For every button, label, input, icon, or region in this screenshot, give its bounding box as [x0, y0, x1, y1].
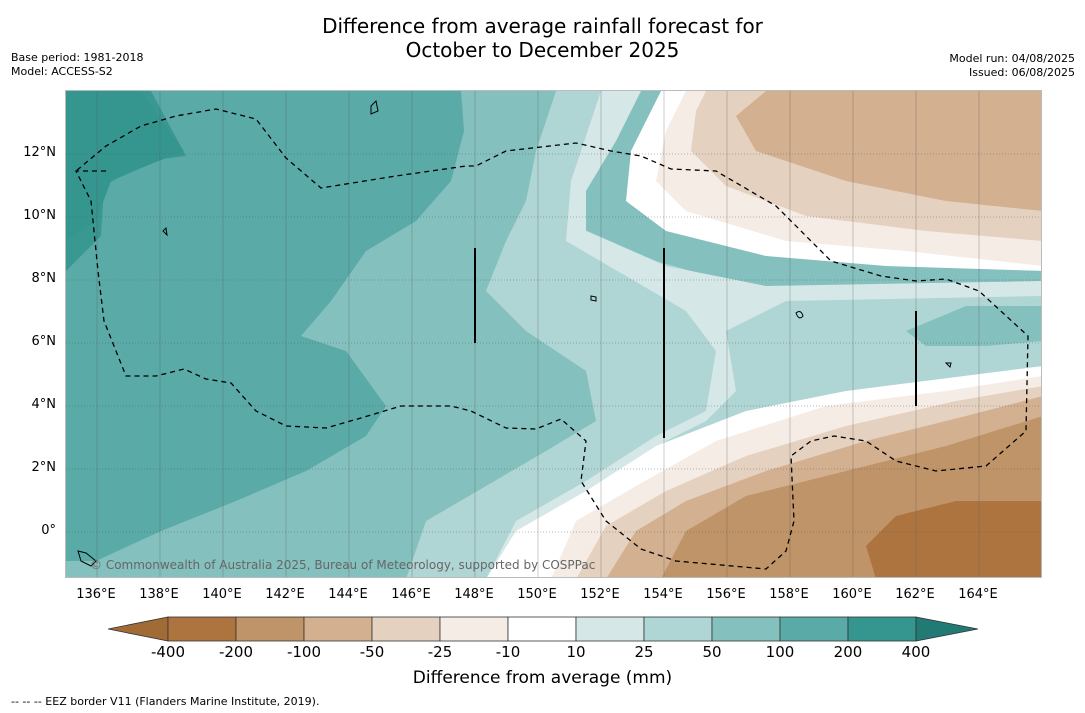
- latitude-label: 4°N: [31, 397, 57, 412]
- colorbar-segment: [779, 616, 849, 642]
- colorbar-tick-label: -50: [359, 643, 385, 661]
- model-name: Model: ACCESS-S2: [11, 65, 113, 78]
- colorbar-tick-label: -100: [286, 643, 322, 661]
- colorbar-segment: [439, 616, 509, 642]
- colorbar-segment: [507, 616, 577, 642]
- longitude-label: 162°E: [895, 587, 935, 602]
- latitude-label: 2°N: [31, 460, 57, 475]
- latitude-label: 6°N: [31, 334, 57, 349]
- colorbar-extend-high: [915, 616, 978, 642]
- longitude-label: 160°E: [832, 587, 872, 602]
- latitude-label: 10°N: [23, 208, 56, 223]
- longitude-label: 146°E: [391, 587, 431, 602]
- boundary-lines: [474, 248, 917, 438]
- colorbar-extend-low: [108, 616, 169, 642]
- colorbar-tick-label: 100: [765, 643, 795, 661]
- map-canvas: [66, 91, 1041, 577]
- colorbar: [108, 616, 978, 642]
- latitude-label: 12°N: [23, 145, 56, 160]
- copyright-notice: © Commonwealth of Australia 2025, Bureau…: [90, 558, 596, 572]
- footer-note: -- -- -- EEZ border V11 (Flanders Marine…: [11, 695, 320, 708]
- longitude-label: 140°E: [202, 587, 242, 602]
- map-title: Difference from average rainfall forecas…: [0, 14, 1085, 62]
- longitude-label: 138°E: [139, 587, 179, 602]
- band-m100-m50-north: [736, 91, 1041, 211]
- colorbar-tick-label: 400: [901, 643, 931, 661]
- colorbar-tick-label: 200: [833, 643, 863, 661]
- colorbar-tick-label: 10: [566, 643, 586, 661]
- colorbar-tick-label: 25: [634, 643, 654, 661]
- longitude-label: 142°E: [265, 587, 305, 602]
- model-run: Model run: 04/08/2025: [949, 52, 1075, 65]
- colorbar-segment: [847, 616, 917, 642]
- longitude-label: 158°E: [769, 587, 809, 602]
- islands: [77, 99, 952, 567]
- longitude-label: 144°E: [328, 587, 368, 602]
- base-info: Base period: 1981-2018 Model: ACCESS-S2: [11, 51, 143, 79]
- issued-date: Issued: 06/08/2025: [968, 66, 1075, 79]
- colorbar-segment: [167, 616, 237, 642]
- colorbar-tick-label: -10: [495, 643, 521, 661]
- colorbar-tick-label: -25: [427, 643, 453, 661]
- longitude-label: 150°E: [517, 587, 557, 602]
- run-info: Model run: 04/08/2025 Issued: 06/08/2025: [949, 52, 1075, 80]
- colorbar-segment: [235, 616, 305, 642]
- colorbar-segment: [575, 616, 645, 642]
- base-period: Base period: 1981-2018: [11, 51, 144, 64]
- colorbar-segment: [371, 616, 441, 642]
- title-line-1: Difference from average rainfall forecas…: [322, 14, 763, 38]
- latitude-label: 8°N: [31, 271, 57, 286]
- longitude-label: 156°E: [706, 587, 746, 602]
- colorbar-segment: [303, 616, 373, 642]
- colorbar-title: Difference from average (mm): [412, 668, 673, 688]
- longitude-label: 136°E: [76, 587, 116, 602]
- title-line-2: October to December 2025: [405, 38, 680, 62]
- colorbar-segment: [711, 616, 781, 642]
- longitude-label: 164°E: [958, 587, 998, 602]
- band-m400-m200: [866, 501, 1041, 577]
- band-100-200: [66, 91, 464, 561]
- colorbar-tick-label: 50: [702, 643, 722, 661]
- longitude-label: 152°E: [580, 587, 620, 602]
- longitude-label: 154°E: [643, 587, 683, 602]
- graticule: [66, 153, 1041, 533]
- colorbar-tick-label: -400: [150, 643, 186, 661]
- longitude-label: 148°E: [454, 587, 494, 602]
- colorbar-tick-label: -200: [218, 643, 254, 661]
- colorbar-segment: [643, 616, 713, 642]
- latitude-label: 0°: [41, 523, 56, 538]
- rainfall-map: © Commonwealth of Australia 2025, Bureau…: [65, 90, 1042, 578]
